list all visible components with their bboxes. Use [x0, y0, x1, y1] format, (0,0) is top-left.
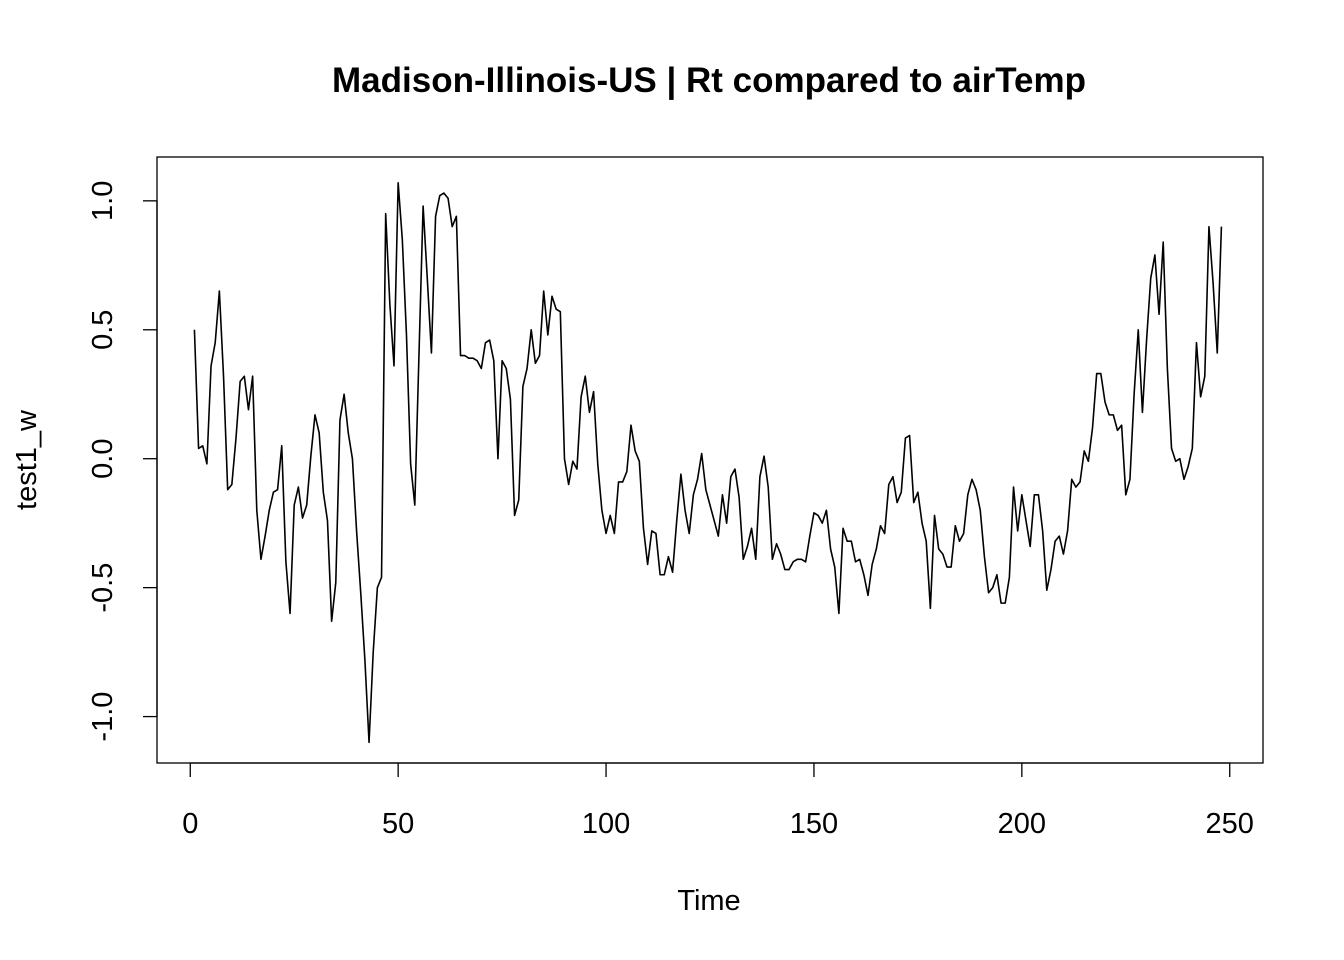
y-axis-label: test1_w	[11, 409, 43, 510]
series-layer	[193, 181, 1223, 744]
x-tick-label: 200	[998, 808, 1046, 840]
series-line	[193, 181, 1223, 744]
x-tick-label: 250	[1206, 808, 1254, 840]
y-tick-label: -0.5	[87, 563, 119, 613]
y-tick-label: 1.0	[87, 181, 119, 221]
y-tick-label: 0.0	[87, 439, 119, 479]
y-axis: -1.0 -0.5 0.0 0.5 1.0	[87, 181, 158, 742]
y-tick-label: 0.5	[87, 310, 119, 350]
x-tick-label: 0	[182, 808, 198, 840]
plot-frame	[156, 156, 1264, 764]
y-tick-label: -1.0	[87, 692, 119, 742]
x-tick-label: 50	[382, 808, 414, 840]
x-axis: 0 50 100 150 200 250	[182, 762, 1254, 840]
x-tick-label: 100	[582, 808, 630, 840]
x-tick-label: 150	[790, 808, 838, 840]
x-axis-label: Time	[677, 885, 740, 917]
chart-title: Madison-Illinois-US | Rt compared to air…	[332, 61, 1086, 100]
